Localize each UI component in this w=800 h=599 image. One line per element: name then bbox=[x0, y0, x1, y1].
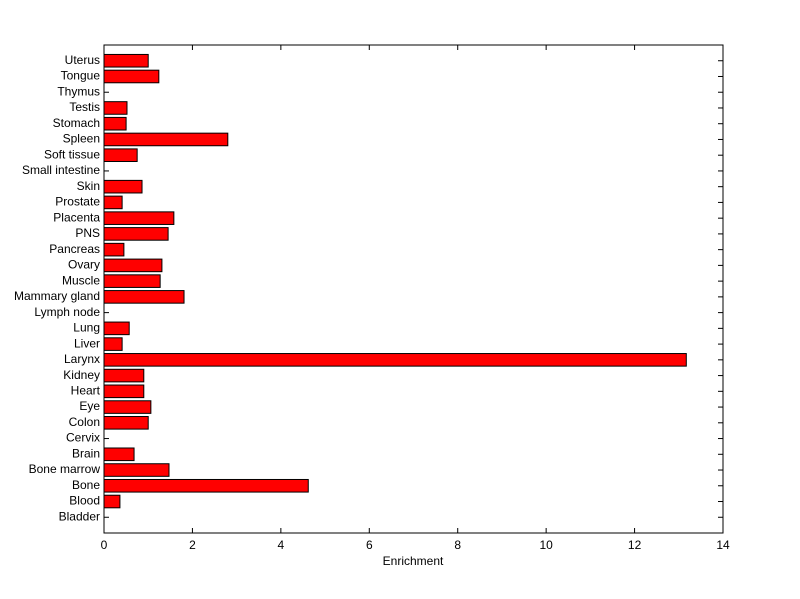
bar bbox=[103, 258, 163, 273]
bar bbox=[103, 321, 130, 336]
y-tick-label: Placenta bbox=[53, 210, 100, 224]
bar bbox=[103, 195, 123, 210]
x-tick-label: 14 bbox=[716, 538, 730, 552]
y-tick-label: Eye bbox=[79, 399, 100, 413]
y-tick-label: Testis bbox=[69, 100, 100, 114]
bar bbox=[103, 274, 161, 288]
x-tick-label: 8 bbox=[454, 538, 461, 552]
y-tick-label: PNS bbox=[75, 226, 100, 240]
bar bbox=[103, 211, 175, 225]
x-axis-label: Enrichment bbox=[383, 554, 444, 568]
plot-frame bbox=[103, 44, 724, 534]
y-tick-label: Larynx bbox=[64, 352, 100, 366]
y-tick-label: Thymus bbox=[57, 84, 100, 98]
bar bbox=[103, 242, 125, 257]
y-tick-label: Brain bbox=[72, 446, 100, 460]
bar bbox=[103, 53, 149, 68]
y-tick-label: Colon bbox=[69, 415, 100, 429]
y-tick-label: Mammary gland bbox=[14, 289, 100, 303]
x-tick-label: 10 bbox=[539, 538, 553, 552]
y-tick-label: Uterus bbox=[65, 53, 100, 67]
y-tick-label: Muscle bbox=[62, 273, 100, 287]
bar bbox=[103, 69, 160, 84]
bar bbox=[103, 101, 128, 115]
bar bbox=[103, 148, 138, 162]
bar bbox=[103, 337, 123, 351]
y-tick-label: Bone bbox=[72, 478, 100, 492]
bar bbox=[103, 463, 170, 477]
bar bbox=[103, 400, 152, 414]
x-tick-label: 2 bbox=[189, 538, 196, 552]
bar bbox=[103, 116, 127, 131]
y-tick-label: Liver bbox=[74, 336, 100, 350]
bar bbox=[103, 447, 135, 462]
x-tick-label: 4 bbox=[278, 538, 285, 552]
x-tick-label: 0 bbox=[101, 538, 108, 552]
y-tick-label: Pancreas bbox=[49, 242, 100, 256]
y-tick-label: Soft tissue bbox=[44, 147, 100, 161]
bar bbox=[103, 368, 145, 383]
y-tick-label: Tongue bbox=[61, 69, 101, 83]
bar bbox=[103, 290, 185, 304]
y-tick-label: Cervix bbox=[66, 431, 100, 445]
bar bbox=[103, 494, 121, 509]
y-tick-label: Spleen bbox=[63, 132, 100, 146]
y-tick-label: Kidney bbox=[63, 368, 100, 382]
bar bbox=[103, 478, 309, 493]
bar bbox=[103, 132, 229, 147]
y-tick-label: Prostate bbox=[55, 195, 100, 209]
y-tick-label: Blood bbox=[69, 494, 100, 508]
y-tick-label: Small intestine bbox=[22, 163, 100, 177]
y-tick-label: Heart bbox=[71, 383, 101, 397]
y-tick-label: Lung bbox=[73, 321, 100, 335]
y-tick-label: Stomach bbox=[53, 116, 100, 130]
bar bbox=[103, 179, 143, 194]
y-tick-label: Skin bbox=[77, 179, 100, 193]
y-tick-label: Bone marrow bbox=[29, 462, 101, 476]
x-tick-label: 12 bbox=[628, 538, 642, 552]
bar bbox=[103, 227, 169, 241]
x-tick-label: 6 bbox=[366, 538, 373, 552]
bar bbox=[103, 416, 149, 430]
y-tick-label: Ovary bbox=[68, 258, 100, 272]
bar bbox=[103, 353, 687, 367]
y-tick-label: Bladder bbox=[59, 509, 100, 523]
bar bbox=[103, 384, 145, 399]
y-tick-label: Lymph node bbox=[34, 305, 100, 319]
